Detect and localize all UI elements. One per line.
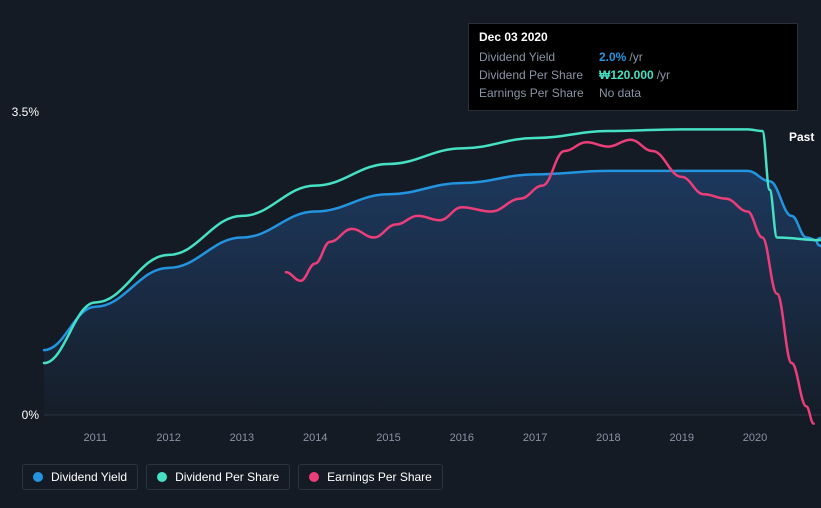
y-tick-label: 0%: [22, 408, 39, 422]
legend-item-earnings-per-share[interactable]: Earnings Per Share: [298, 464, 443, 490]
tooltip-key: Dividend Per Share: [479, 66, 599, 84]
x-tick-label: 2013: [230, 432, 254, 444]
chart-container: Past 0% 3.5% 2011 2012 2013 2014 2015 2016 2017 2…: [0, 0, 821, 508]
tooltip-value: No data: [599, 84, 641, 102]
legend-label: Earnings Per Share: [327, 470, 432, 484]
tooltip-value: ₩120.000/yr: [599, 66, 670, 84]
legend-label: Dividend Per Share: [175, 470, 279, 484]
y-tick-label: 3.5%: [12, 105, 39, 119]
legend-dot-icon: [309, 472, 319, 482]
x-tick-label: 2011: [83, 432, 107, 444]
legend: Dividend Yield Dividend Per Share Earnings…: [22, 464, 443, 490]
legend-dot-icon: [157, 472, 167, 482]
x-tick-label: 2016: [450, 432, 474, 444]
tooltip-row: Earnings Per ShareNo data: [479, 84, 787, 102]
tooltip-value: 2.0%/yr: [599, 48, 643, 66]
tooltip: Dec 03 2020 Dividend Yield2.0%/yrDividen…: [468, 23, 798, 111]
legend-item-dividend-yield[interactable]: Dividend Yield: [22, 464, 138, 490]
tooltip-key: Earnings Per Share: [479, 84, 599, 102]
legend-label: Dividend Yield: [51, 470, 127, 484]
x-tick-label: 2014: [303, 432, 327, 444]
legend-dot-icon: [33, 472, 43, 482]
tooltip-row: Dividend Per Share₩120.000/yr: [479, 66, 787, 84]
x-tick-label: 2019: [669, 432, 693, 444]
tooltip-row: Dividend Yield2.0%/yr: [479, 48, 787, 66]
past-label: Past: [789, 130, 814, 144]
legend-item-dividend-per-share[interactable]: Dividend Per Share: [146, 464, 290, 490]
x-tick-label: 2015: [376, 432, 400, 444]
x-tick-label: 2018: [596, 432, 620, 444]
tooltip-date: Dec 03 2020: [479, 30, 787, 44]
tooltip-key: Dividend Yield: [479, 48, 599, 66]
x-tick-label: 2020: [743, 432, 767, 444]
x-tick-label: 2017: [523, 432, 547, 444]
x-tick-label: 2012: [156, 432, 180, 444]
